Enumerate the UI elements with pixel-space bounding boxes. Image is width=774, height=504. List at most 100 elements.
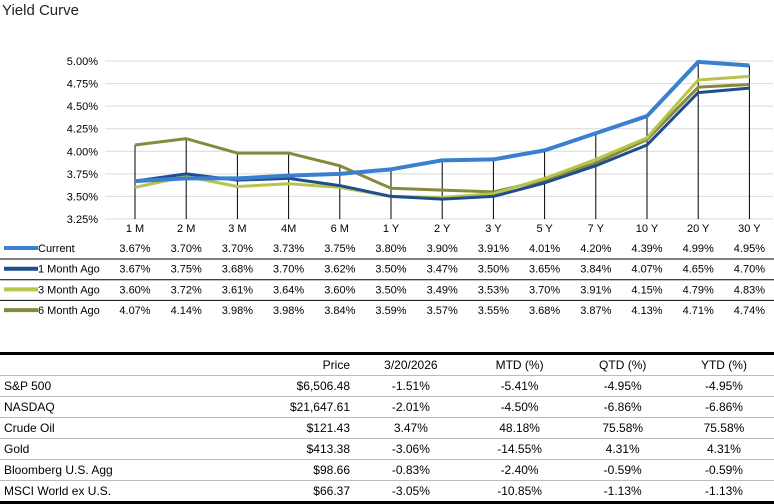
data-value: 3.67% bbox=[119, 264, 150, 276]
x-tick-label: 30 Y bbox=[738, 223, 761, 235]
table-cell: -0.59% bbox=[673, 459, 774, 481]
data-value: 4.07% bbox=[631, 264, 662, 276]
legend-label: Current bbox=[38, 243, 75, 255]
x-tick-label: 1 Y bbox=[383, 223, 400, 235]
y-tick-label: 3.75% bbox=[67, 169, 98, 181]
y-tick-label: 5.00% bbox=[67, 56, 98, 68]
table-row: Crude Oil $121.43 3.47% 48.18% 75.58% 75.58% bbox=[0, 417, 774, 439]
yield-curve-chart: 3.25% 3.50% 3.75% 4.00% 4.25% 4.50% 4.75% 5.00%… bbox=[0, 56, 774, 317]
data-value: 3.70% bbox=[222, 243, 253, 255]
x-tick-label: 20 Y bbox=[687, 223, 710, 235]
data-value: 3.70% bbox=[529, 284, 560, 296]
y-tick-label: 4.75% bbox=[67, 79, 98, 91]
table-cell: -6.86% bbox=[673, 396, 774, 418]
data-value: 4.95% bbox=[734, 243, 765, 255]
table-cell: $6,506.48 bbox=[208, 375, 354, 397]
data-value: 4.39% bbox=[631, 243, 662, 255]
index-name: Gold bbox=[0, 438, 208, 460]
column-header: QTD (%) bbox=[571, 352, 674, 376]
table-row: Bloomberg U.S. Agg $98.66 -0.83% -2.40% -0.5… bbox=[0, 459, 774, 481]
data-value: 4.07% bbox=[119, 305, 150, 317]
data-value: 3.90% bbox=[427, 243, 458, 255]
table-cell: -6.86% bbox=[571, 396, 674, 418]
data-value: 3.61% bbox=[222, 284, 253, 296]
table-cell: $121.43 bbox=[208, 417, 354, 439]
table-cell: 4.31% bbox=[673, 438, 774, 460]
data-value: 3.98% bbox=[222, 305, 253, 317]
data-value: 3.67% bbox=[119, 243, 150, 255]
data-value: 3.75% bbox=[171, 264, 202, 276]
x-tick-label: 4M bbox=[281, 223, 296, 235]
x-tick-label: 2 Y bbox=[434, 223, 451, 235]
column-header: MTD (%) bbox=[467, 352, 572, 376]
table-cell: -3.05% bbox=[354, 480, 468, 504]
table-cell: -4.50% bbox=[467, 396, 572, 418]
index-name: Bloomberg U.S. Agg bbox=[0, 459, 208, 481]
data-value: 3.80% bbox=[375, 243, 406, 255]
x-tick-label: 6 M bbox=[331, 223, 349, 235]
table-cell: -1.13% bbox=[571, 480, 674, 504]
data-value: 3.72% bbox=[171, 284, 202, 296]
table-cell: 3.47% bbox=[354, 417, 468, 439]
table-cell: 48.18% bbox=[467, 417, 572, 439]
index-name: Crude Oil bbox=[0, 417, 208, 439]
data-value: 3.50% bbox=[375, 264, 406, 276]
data-value: 3.59% bbox=[375, 305, 406, 317]
data-value: 3.84% bbox=[580, 264, 611, 276]
data-value: 4.74% bbox=[734, 305, 765, 317]
table-cell: -3.06% bbox=[354, 438, 468, 460]
data-value: 3.47% bbox=[427, 264, 458, 276]
table-cell: -5.41% bbox=[467, 375, 572, 397]
data-value: 3.65% bbox=[529, 264, 560, 276]
index-name: S&P 500 bbox=[0, 375, 208, 397]
data-value: 3.68% bbox=[529, 305, 560, 317]
table-cell: -2.01% bbox=[354, 396, 468, 418]
data-value: 3.68% bbox=[222, 264, 253, 276]
data-value: 3.57% bbox=[427, 305, 458, 317]
data-value: 3.53% bbox=[478, 284, 509, 296]
table-cell: 4.31% bbox=[571, 438, 674, 460]
data-value: 4.65% bbox=[683, 264, 714, 276]
table-cell: -1.51% bbox=[354, 375, 468, 397]
data-value: 4.99% bbox=[683, 243, 714, 255]
y-tick-label: 4.00% bbox=[67, 146, 98, 158]
y-tick-label: 4.25% bbox=[67, 124, 98, 136]
table-cell: -4.95% bbox=[673, 375, 774, 397]
data-value: 4.13% bbox=[631, 305, 662, 317]
y-tick-label: 3.50% bbox=[67, 191, 98, 203]
table-row: S&P 500 $6,506.48 -1.51% -5.41% -4.95% -4.95% bbox=[0, 375, 774, 397]
data-value: 4.20% bbox=[580, 243, 611, 255]
x-tick-label: 1 M bbox=[126, 223, 144, 235]
table-cell: -4.95% bbox=[571, 375, 674, 397]
legend-label: 3 Month Ago bbox=[38, 284, 100, 296]
x-tick-label: 3 Y bbox=[485, 223, 502, 235]
y-tick-label: 3.25% bbox=[67, 214, 98, 226]
series-line-3-month-ago bbox=[134, 74, 750, 199]
table-cell: -0.83% bbox=[354, 459, 468, 481]
data-value: 3.62% bbox=[324, 264, 355, 276]
table-cell: $98.66 bbox=[208, 459, 354, 481]
legend-label: 1 Month Ago bbox=[38, 264, 100, 276]
data-value: 4.83% bbox=[734, 284, 765, 296]
table-cell: $413.38 bbox=[208, 438, 354, 460]
table-cell: -2.40% bbox=[467, 459, 572, 481]
table-row: NASDAQ $21,647.61 -2.01% -4.50% -6.86% -6.86% bbox=[0, 396, 774, 418]
data-value: 3.64% bbox=[273, 284, 304, 296]
column-header: Price bbox=[208, 352, 354, 376]
data-value: 3.55% bbox=[478, 305, 509, 317]
chart-title: Yield Curve bbox=[2, 2, 79, 19]
data-value: 3.70% bbox=[273, 264, 304, 276]
column-header: YTD (%) bbox=[673, 352, 774, 376]
data-value: 3.50% bbox=[478, 264, 509, 276]
table-cell: -14.55% bbox=[467, 438, 572, 460]
legend-label: 6 Month Ago bbox=[38, 305, 100, 317]
data-value: 4.14% bbox=[171, 305, 202, 317]
data-value: 4.71% bbox=[683, 305, 714, 317]
column-header: 3/20/2026 bbox=[354, 352, 468, 376]
table-row: Gold $413.38 -3.06% -14.55% 4.31% 4.31% bbox=[0, 438, 774, 460]
x-tick-label: 3 M bbox=[228, 223, 246, 235]
table-cell: -0.59% bbox=[571, 459, 674, 481]
data-value: 4.15% bbox=[631, 284, 662, 296]
data-value: 3.91% bbox=[580, 284, 611, 296]
table-cell: 75.58% bbox=[673, 417, 774, 439]
